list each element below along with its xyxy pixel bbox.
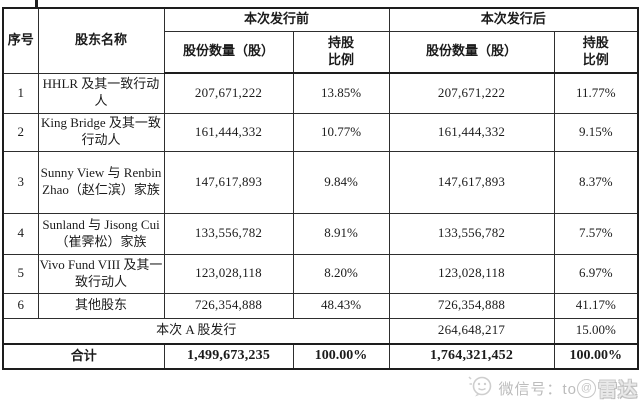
cell-shares-after: 133,556,782: [388, 212, 555, 255]
cell-index: 4: [2, 212, 39, 255]
table-row: 6 其他股东 726,354,888 48.43% 726,354,888 41…: [2, 292, 639, 319]
table-row: 4 Sunland 与 Jisong Cui（崔霁松）家族 133,556,78…: [2, 212, 639, 255]
cell-shares-after: 207,671,222: [388, 72, 555, 114]
cell-shares-after: 161,444,332: [388, 112, 555, 152]
cell-shares-before: 1,499,673,235: [163, 343, 294, 370]
cell-index: 3: [2, 150, 39, 214]
shareholder-table: 序号 股东名称 本次发行前 本次发行后 股份数量（股） 持股 比例 股份数量（股…: [2, 7, 640, 370]
col-header-index: 序号: [2, 7, 39, 74]
cell-shares-after: 726,354,888: [388, 292, 555, 319]
col-header-shareholder: 股东名称: [37, 7, 165, 74]
cell-shareholder-name: Vivo Fund VIII 及其一致行动人: [37, 253, 165, 294]
ratio-header-line2: 比例: [328, 51, 355, 67]
cell-ratio-after: 7.57%: [553, 212, 639, 255]
ratio-header-line2: 比例: [582, 51, 609, 67]
cell-shares-before: 133,556,782: [163, 212, 294, 255]
circled-at-icon: @: [576, 378, 596, 398]
table-row: 3 Sunny View 与 Renbin Zhao（赵仁滨）家族 147,61…: [2, 150, 639, 214]
cell-shares-after: 264,648,217: [388, 317, 555, 345]
cell-ratio-after: 6.97%: [553, 253, 639, 294]
col-header-shares-before: 股份数量（股）: [163, 30, 294, 74]
cell-shares-after: 147,617,893: [388, 150, 555, 214]
cell-ratio-after: 15.00%: [553, 317, 639, 345]
col-header-after-issue: 本次发行后: [388, 7, 639, 32]
cell-index: 1: [2, 72, 39, 114]
cell-ratio-before: 100.00%: [292, 343, 390, 370]
cell-shares-before: 726,354,888: [163, 292, 294, 319]
cell-ratio-before: 9.84%: [292, 150, 390, 214]
table-row: 2 King Bridge 及其一致行动人 161,444,332 10.77%…: [2, 112, 639, 152]
cell-ratio-before: 8.20%: [292, 253, 390, 294]
cropped-line-artifact: [35, 0, 38, 8]
cell-ipo-label: 本次 A 股发行: [2, 317, 390, 345]
cell-shareholder-name: Sunny View 与 Renbin Zhao（赵仁滨）家族: [37, 150, 165, 214]
watermark-stamp: 雷达: [597, 379, 638, 401]
cell-shareholder-name: HHLR 及其一致行动人: [37, 72, 165, 114]
ipo-issue-row: 本次 A 股发行 264,648,217 15.00%: [2, 317, 639, 345]
cell-shares-after: 123,028,118: [388, 253, 555, 294]
cell-shareholder-name: Sunland 与 Jisong Cui（崔霁松）家族: [37, 212, 165, 255]
total-row: 合计 1,499,673,235 100.00% 1,764,321,452 1…: [2, 343, 639, 370]
cell-ratio-before: 8.91%: [292, 212, 390, 255]
header-row-sections: 序号 股东名称 本次发行前 本次发行后: [2, 7, 639, 74]
ratio-header-line1: 持股: [582, 34, 609, 50]
cell-ratio-after: 11.77%: [553, 72, 639, 114]
cell-index: 5: [2, 253, 39, 294]
header-row-subcolumns: 股份数量（股） 持股 比例 股份数量（股） 持股 比例: [3, 30, 639, 74]
cell-shares-before: 207,671,222: [163, 72, 294, 114]
cell-index: 6: [2, 292, 39, 319]
table-row: 1 HHLR 及其一致行动人 207,671,222 13.85% 207,67…: [2, 72, 639, 114]
cell-ratio-before: 48.43%: [292, 292, 390, 319]
cell-shareholder-name: King Bridge 及其一致行动人: [37, 112, 165, 152]
cell-ratio-before: 13.85%: [292, 72, 390, 114]
cell-ratio-after: 9.15%: [553, 112, 639, 152]
col-header-shares-after: 股份数量（股）: [388, 30, 555, 74]
watermark: 微信号：to @ 雷达: [468, 373, 638, 403]
table-row: 5 Vivo Fund VIII 及其一致行动人 123,028,118 8.2…: [2, 253, 639, 294]
cell-ratio-after: 41.17%: [553, 292, 639, 319]
cell-ratio-before: 10.77%: [292, 112, 390, 152]
col-header-ratio-after: 持股 比例: [553, 30, 639, 74]
cell-shares-before: 161,444,332: [163, 112, 294, 152]
cell-total-label: 合计: [2, 343, 165, 370]
watermark-text: 微信号：to: [498, 380, 577, 398]
col-header-ratio-before: 持股 比例: [292, 30, 390, 74]
cell-ratio-after: 100.00%: [553, 343, 639, 370]
chat-face-icon: [468, 375, 494, 402]
col-header-before-issue: 本次发行前: [163, 7, 390, 32]
cell-shareholder-name: 其他股东: [37, 292, 165, 319]
cell-index: 2: [2, 112, 39, 152]
cell-shares-before: 147,617,893: [163, 150, 294, 214]
ratio-header-line1: 持股: [328, 34, 355, 50]
cell-ratio-after: 8.37%: [553, 150, 639, 214]
cell-shares-after: 1,764,321,452: [388, 343, 555, 370]
cell-shares-before: 123,028,118: [163, 253, 294, 294]
